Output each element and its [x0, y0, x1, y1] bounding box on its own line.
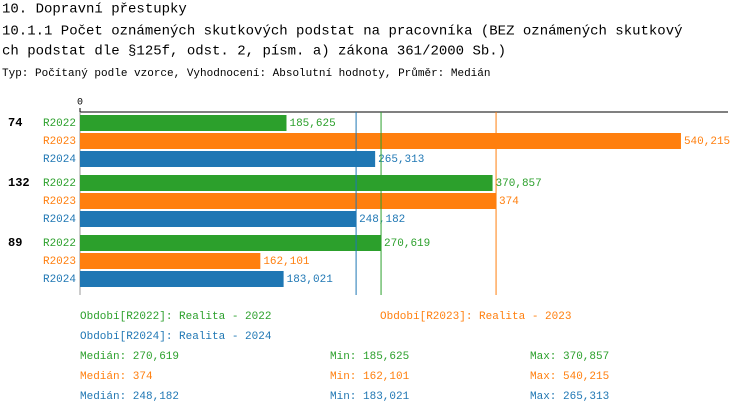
stat-label: Min:: [330, 391, 356, 403]
x-tick-label: 0: [77, 98, 83, 109]
bar: [80, 151, 376, 167]
stat-value: 265,313: [563, 391, 609, 403]
legend-entry: Období[R2022]: Realita - 2022: [80, 311, 271, 323]
stat-label: Medián:: [80, 371, 126, 383]
stat-value: 370,857: [563, 351, 609, 363]
bar: [80, 253, 261, 269]
value-label: 540,215: [684, 136, 730, 148]
value-label: 183,021: [287, 274, 334, 286]
series-label: R2024: [43, 214, 76, 226]
bar: [80, 235, 382, 251]
series-label: R2024: [43, 274, 76, 286]
subtitle: ch podstat dle §125f, odst. 2, písm. a) …: [2, 44, 506, 60]
series-label: R2023: [43, 136, 76, 148]
series-label: R2022: [43, 178, 76, 190]
legend-entry: Období[R2023]: Realita - 2023: [380, 311, 571, 323]
stat-value: 540,215: [563, 371, 609, 383]
stat-label: Medián:: [80, 351, 126, 363]
stat-value: 185,625: [363, 351, 409, 363]
series-label: R2023: [43, 196, 76, 208]
value-label: 248,182: [359, 214, 405, 226]
stat-label: Max:: [530, 391, 556, 403]
title: 10. Dopravní přestupky: [2, 2, 187, 18]
series-label: R2023: [43, 256, 76, 268]
value-label: 162,101: [263, 256, 310, 268]
legend-entry: Období[R2024]: Realita - 2024: [80, 331, 272, 343]
bar: [80, 193, 497, 209]
stat-label: Min:: [330, 351, 356, 363]
value-label: 265,313: [378, 154, 424, 166]
group-label: 89: [8, 236, 22, 250]
stat-value: 248,182: [133, 391, 179, 403]
stat-value: 183,021: [363, 391, 410, 403]
stat-value: 162,101: [363, 371, 410, 383]
type-line: Typ: Počítaný podle vzorce, Vyhodnocení:…: [2, 67, 490, 80]
value-label: 185,625: [289, 118, 335, 130]
stat-value: 374: [133, 371, 153, 383]
series-label: R2022: [43, 118, 76, 130]
bar: [80, 133, 681, 149]
series-label: R2022: [43, 238, 76, 250]
stat-label: Max:: [530, 371, 556, 383]
bar: [80, 115, 287, 131]
value-label: 374: [499, 196, 519, 208]
subtitle: 10.1.1 Počet oznámených skutkových podst…: [2, 24, 683, 40]
value-label: 370,857: [496, 178, 542, 190]
stat-label: Min:: [330, 371, 356, 383]
stat-value: 270,619: [133, 351, 179, 363]
bar: [80, 211, 357, 227]
series-label: R2024: [43, 154, 76, 166]
bar: [80, 271, 284, 287]
value-label: 270,619: [384, 238, 430, 250]
group-label: 74: [8, 116, 22, 130]
group-label: 132: [8, 176, 30, 190]
stat-label: Max:: [530, 351, 556, 363]
stat-label: Medián:: [80, 391, 126, 403]
bar: [80, 175, 493, 191]
